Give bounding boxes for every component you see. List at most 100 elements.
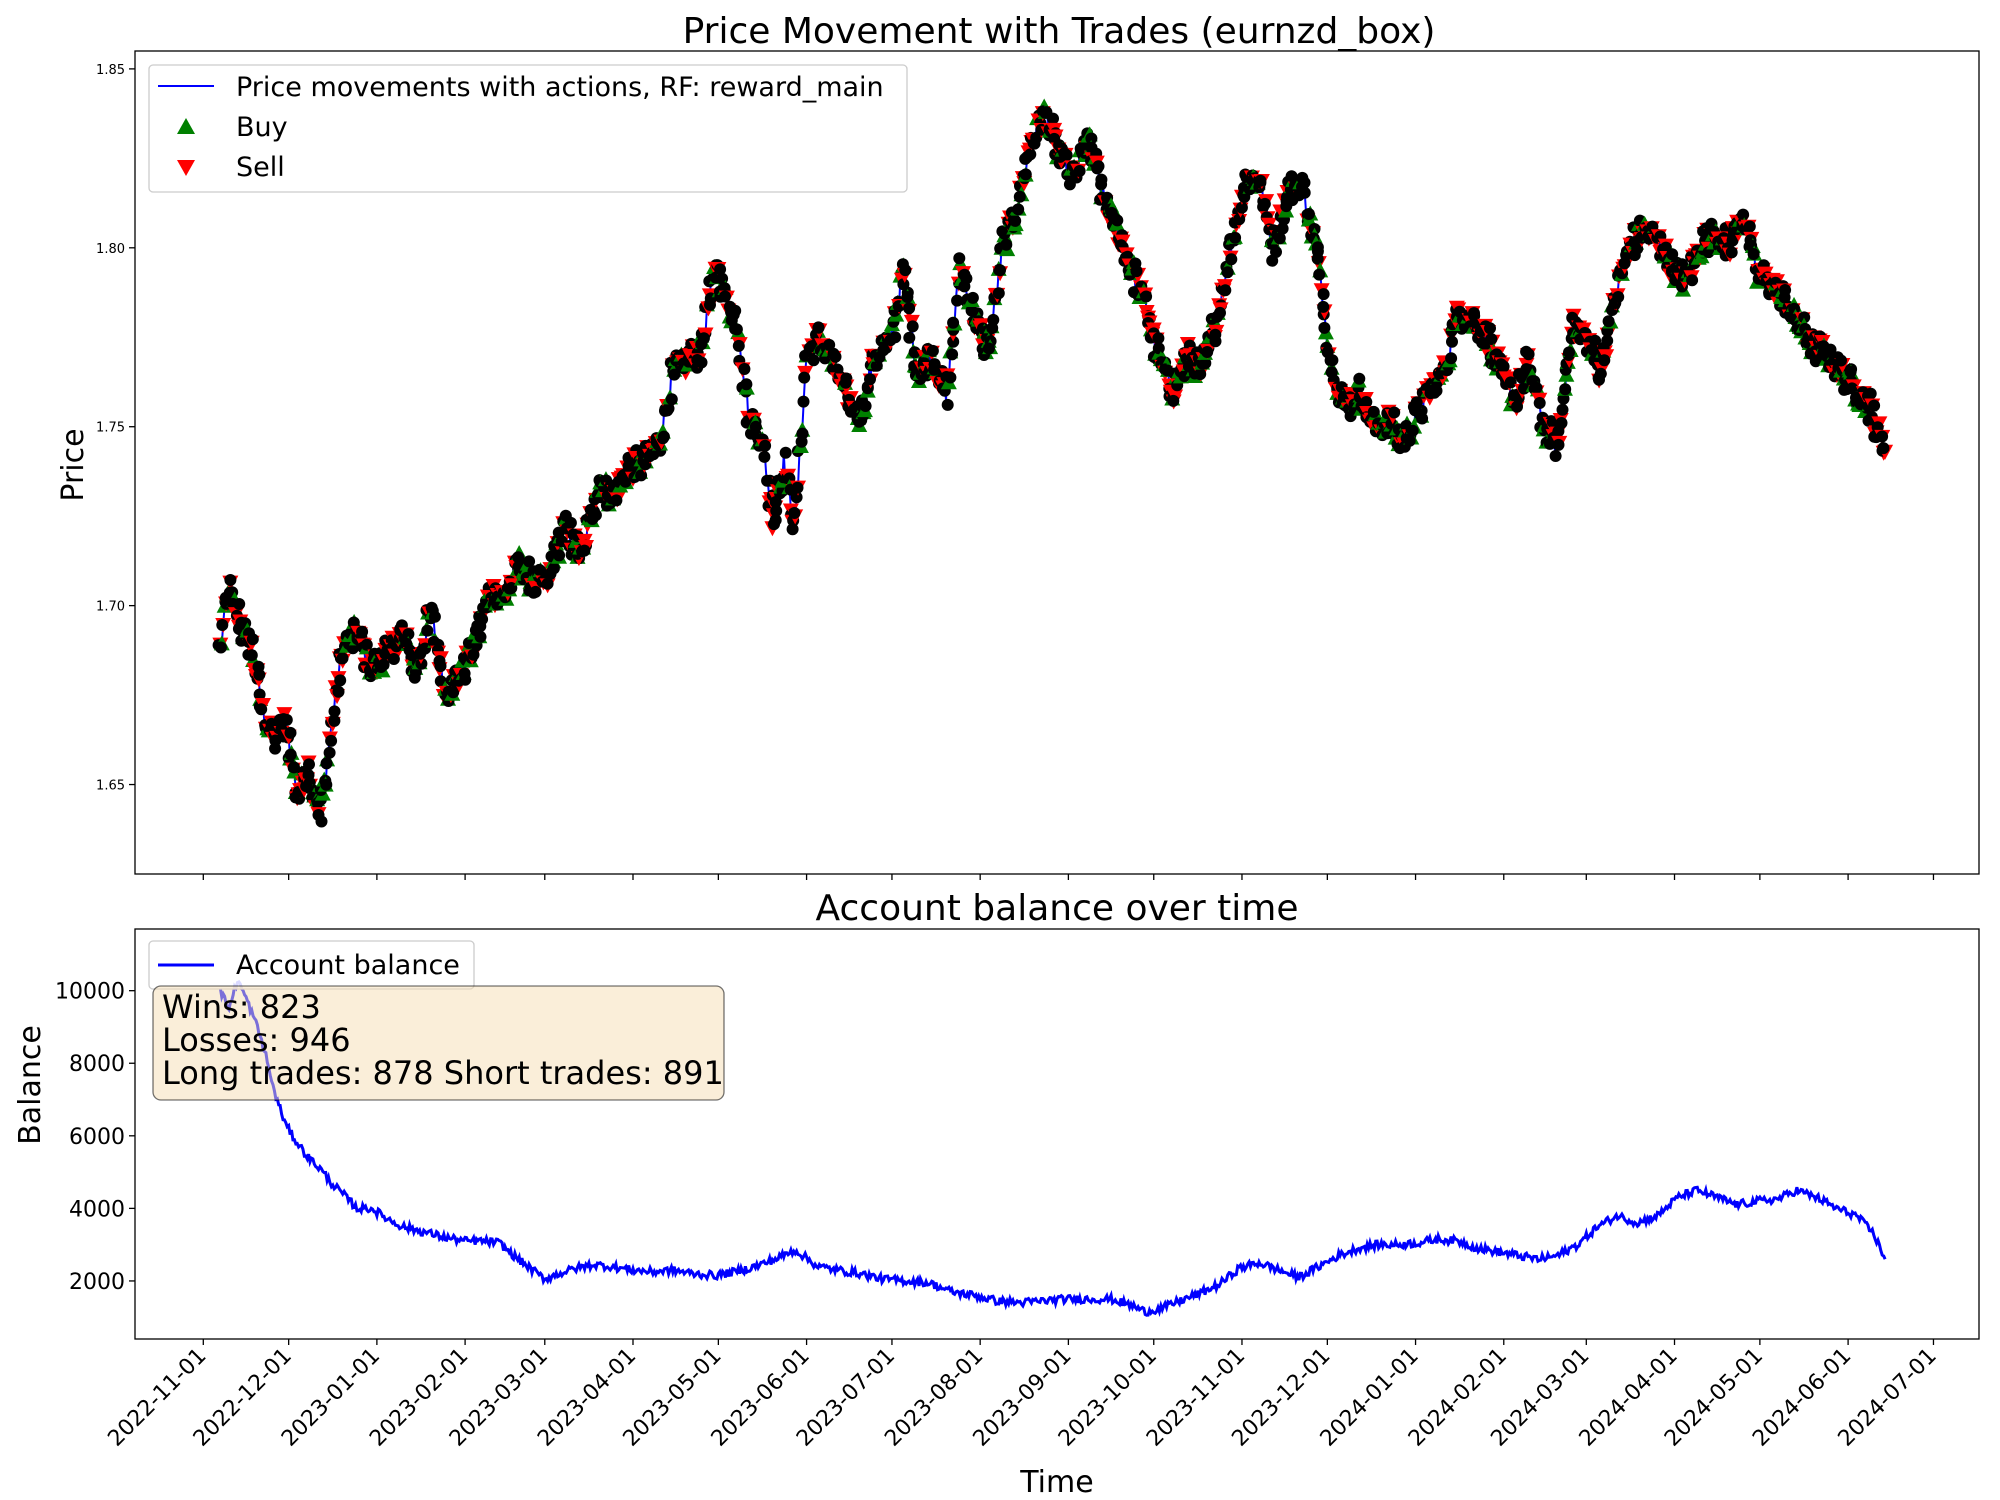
- balance-y-axis-label: Balance: [13, 1025, 48, 1145]
- trade-exit-marker: [425, 601, 438, 614]
- trade-exit-marker: [1326, 354, 1339, 367]
- trade-exit-marker: [732, 339, 745, 352]
- trade-exit-marker: [665, 393, 678, 406]
- trade-exit-marker: [668, 368, 681, 381]
- trade-exit-marker: [798, 371, 811, 384]
- balance-x-ticks: 2022-11-012022-12-012023-01-012023-02-01…: [103, 1339, 1942, 1452]
- balance-x-axis-label: Time: [1019, 1465, 1093, 1500]
- trade-exit-marker: [1194, 368, 1207, 381]
- trade-exit-marker: [859, 400, 872, 412]
- trade-exit-marker: [827, 347, 840, 360]
- trade-exit-marker: [987, 313, 1000, 326]
- legend-balance-label: Account balance: [236, 950, 460, 981]
- trade-exit-marker: [216, 619, 229, 631]
- trade-exit-marker: [864, 373, 876, 386]
- trade-exit-marker: [719, 290, 731, 303]
- trade-exit-marker: [947, 316, 960, 329]
- trade-exit-marker: [547, 562, 560, 575]
- price-axes-frame: [134, 50, 1980, 875]
- trade-exit-marker: [1012, 203, 1025, 216]
- trade-exit-marker: [323, 746, 336, 759]
- price-panel: Price Movement with Trades (eurnzd_box) …: [56, 11, 1980, 880]
- trade-exit-marker: [1167, 394, 1180, 407]
- trade-exit-marker: [1276, 222, 1289, 235]
- trade-exit-marker: [1778, 291, 1791, 304]
- trade-exit-marker: [245, 649, 258, 662]
- price-y-tick-label: 1.85: [96, 63, 125, 78]
- trade-exit-marker: [1868, 399, 1881, 412]
- trade-exit-marker: [1221, 266, 1234, 279]
- trade-exit-marker: [320, 757, 333, 770]
- trade-exit-marker: [421, 624, 434, 637]
- trade-exit-marker: [947, 335, 960, 348]
- trade-exit-marker: [1047, 112, 1059, 125]
- trade-exit-marker: [1876, 430, 1889, 443]
- trade-exit-marker: [903, 302, 916, 315]
- trade-exit-marker: [926, 344, 939, 357]
- balance-chart-title: Account balance over time: [815, 888, 1298, 929]
- trade-exit-marker: [336, 652, 349, 665]
- trade-exit-marker: [1533, 397, 1546, 409]
- trade-exit-marker: [1095, 173, 1108, 186]
- trade-exit-marker: [1214, 306, 1226, 319]
- trade-exit-marker: [966, 291, 979, 304]
- trade-exit-marker: [797, 395, 810, 408]
- trade-exit-marker: [812, 321, 825, 334]
- trade-exit-marker: [529, 585, 542, 598]
- trade-exit-marker: [1559, 383, 1572, 396]
- trade-exit-marker: [908, 346, 921, 359]
- trade-exit-marker: [578, 544, 591, 557]
- trade-exit-marker: [982, 342, 995, 355]
- trade-stats-background: [152, 985, 725, 1101]
- trade-exit-marker: [1631, 242, 1644, 255]
- price-y-axis-label: Price: [56, 428, 91, 501]
- trade-exit-marker: [1530, 381, 1543, 394]
- trade-exit-marker: [1073, 165, 1086, 177]
- trade-exit-marker: [901, 291, 914, 303]
- trade-exit-marker: [1360, 396, 1373, 408]
- trade-exit-marker: [944, 371, 957, 384]
- trade-exit-marker: [328, 714, 341, 727]
- trade-exit-marker: [447, 686, 460, 699]
- trade-exit-marker: [1318, 321, 1331, 334]
- trade-exit-marker: [1485, 333, 1498, 345]
- trade-exit-marker: [1484, 322, 1496, 335]
- trade-exit-marker: [541, 577, 554, 590]
- trade-exit-marker: [1602, 315, 1615, 328]
- trade-exit-marker: [1406, 424, 1419, 437]
- legend-sell-label: Sell: [236, 152, 285, 183]
- trade-exit-marker: [1013, 190, 1026, 203]
- price-plot-area: [212, 98, 1894, 828]
- balance-y-tick-label: 10000: [55, 980, 125, 1005]
- trade-exit-marker: [662, 402, 675, 415]
- trade-exit-marker: [1598, 354, 1611, 367]
- trade-exit-marker: [946, 348, 959, 361]
- trade-exit-marker: [635, 469, 648, 482]
- trade-exit-marker: [1522, 348, 1535, 361]
- trade-exit-marker: [1311, 252, 1324, 265]
- trade-exit-marker: [1225, 253, 1238, 266]
- trade-exit-marker: [1686, 274, 1699, 287]
- trade-exit-marker: [1091, 162, 1104, 175]
- trade-exit-marker: [1403, 434, 1416, 447]
- trade-exit-marker: [402, 628, 415, 641]
- price-y-tick-label: 1.65: [96, 779, 125, 794]
- trade-exit-marker: [998, 227, 1011, 240]
- trade-exit-marker: [1298, 176, 1311, 189]
- trade-exit-marker: [1317, 300, 1330, 313]
- trade-exit-marker: [328, 705, 341, 718]
- trade-exit-marker: [1601, 334, 1614, 347]
- trade-exit-marker: [727, 306, 740, 319]
- trade-exit-marker: [433, 655, 446, 668]
- trade-exit-marker: [1725, 246, 1738, 259]
- trade-exit-marker: [1298, 186, 1311, 199]
- trade-exit-marker: [1446, 335, 1458, 348]
- trade-exit-marker: [740, 378, 753, 391]
- trade-exit-marker: [246, 633, 259, 646]
- trade-exit-marker: [1594, 367, 1607, 380]
- trade-exit-marker: [1130, 265, 1143, 278]
- trade-exit-marker: [564, 516, 577, 529]
- trade-exit-marker: [1737, 208, 1750, 221]
- balance-legend: Account balance: [148, 940, 475, 990]
